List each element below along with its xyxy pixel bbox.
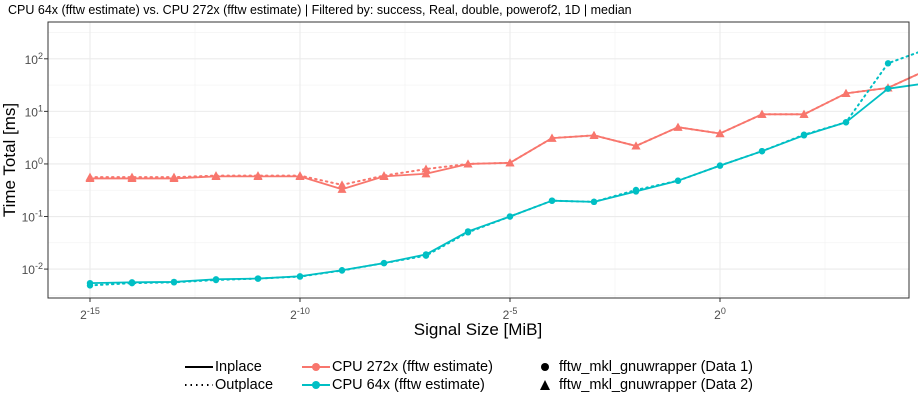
y-tick-label: 10-1 bbox=[22, 209, 43, 225]
legend-cpu64-swatch bbox=[302, 381, 330, 389]
series-point-circle bbox=[170, 279, 178, 286]
legend-outplace-line bbox=[185, 384, 213, 386]
series-point-circle bbox=[632, 186, 640, 194]
series-point-triangle bbox=[421, 164, 431, 173]
legend-data1-shape bbox=[541, 363, 549, 371]
series-layer bbox=[85, 51, 918, 289]
legend-outplace-label: Outplace bbox=[215, 377, 274, 393]
y-axis-label: Time Total [ms] bbox=[0, 103, 19, 217]
x-tick-label: 20 bbox=[714, 306, 726, 322]
series-point-triangle bbox=[715, 128, 725, 138]
series-point-circle bbox=[884, 60, 892, 67]
plot-panel bbox=[48, 22, 909, 298]
legend-cpu272-label: CPU 272x (fftw estimate) bbox=[332, 359, 493, 375]
x-tick-label: 2-5 bbox=[503, 306, 518, 322]
series-point-triangle bbox=[757, 109, 767, 118]
plot-border bbox=[47, 21, 910, 299]
series-point-triangle bbox=[631, 141, 641, 150]
legend-cpu64-label: CPU 64x (fftw estimate) bbox=[332, 377, 485, 393]
x-axis-label: Signal Size [MiB] bbox=[414, 320, 543, 339]
series-point-circle bbox=[212, 276, 220, 284]
series-point-circle bbox=[296, 273, 304, 280]
series-point-circle bbox=[548, 197, 556, 204]
series-line-1 bbox=[89, 73, 918, 186]
series-point-triangle bbox=[337, 180, 347, 189]
legend-data2-shape bbox=[540, 380, 550, 390]
series-point-circle bbox=[128, 279, 136, 287]
series-point-triangle bbox=[211, 171, 221, 180]
y-tick-label: 102 bbox=[25, 51, 43, 67]
series-point-circle bbox=[758, 147, 766, 155]
series-point-triangle bbox=[421, 169, 431, 178]
series-point-triangle bbox=[799, 109, 809, 118]
legend-inplace-label: Inplace bbox=[215, 359, 262, 375]
series-point-triangle bbox=[841, 88, 851, 97]
legend-data2-label: fftw_mkl_gnuwrapper (Data 2) bbox=[559, 377, 753, 393]
series-point-triangle bbox=[85, 172, 95, 181]
chart-title: CPU 64x (fftw estimate) vs. CPU 272x (ff… bbox=[8, 3, 632, 17]
series-point-triangle bbox=[295, 171, 305, 180]
series-point-triangle bbox=[547, 133, 557, 142]
series-point-triangle bbox=[589, 130, 599, 139]
series-point-circle bbox=[842, 119, 850, 126]
series-point-circle bbox=[422, 252, 430, 259]
series-point-triangle bbox=[169, 172, 179, 181]
series-point-triangle bbox=[379, 171, 389, 180]
legend-cpu272-swatch bbox=[302, 363, 330, 371]
y-tick-label: 10-2 bbox=[22, 261, 43, 277]
series-point-circle bbox=[506, 213, 514, 220]
legend: Inplace Outplace CPU 272x (fftw estimate… bbox=[0, 358, 918, 398]
series-point-circle bbox=[590, 198, 598, 206]
series-point-circle bbox=[86, 282, 94, 289]
series-point-triangle bbox=[673, 122, 683, 131]
legend-data1-label: fftw_mkl_gnuwrapper (Data 1) bbox=[559, 359, 753, 375]
series-point-circle bbox=[254, 275, 262, 282]
series-point-triangle bbox=[463, 159, 473, 168]
x-tick-label: 2-10 bbox=[290, 306, 310, 322]
series-point-triangle bbox=[253, 171, 263, 180]
series-point-circle bbox=[464, 229, 472, 236]
series-point-circle bbox=[716, 162, 724, 169]
series-point-triangle bbox=[127, 172, 137, 181]
series-line-3 bbox=[89, 51, 918, 287]
x-tick-label: 2-15 bbox=[80, 306, 100, 322]
series-point-triangle bbox=[505, 158, 515, 167]
y-tick-label: 100 bbox=[25, 156, 43, 172]
series-point-circle bbox=[380, 259, 388, 267]
legend-inplace-line bbox=[185, 366, 213, 368]
series-point-circle bbox=[674, 177, 682, 184]
y-tick-label: 101 bbox=[25, 103, 43, 119]
series-point-circle bbox=[800, 131, 808, 138]
series-point-circle bbox=[338, 267, 346, 274]
series-point-triangle bbox=[337, 184, 347, 193]
series-point-circle bbox=[884, 85, 892, 92]
